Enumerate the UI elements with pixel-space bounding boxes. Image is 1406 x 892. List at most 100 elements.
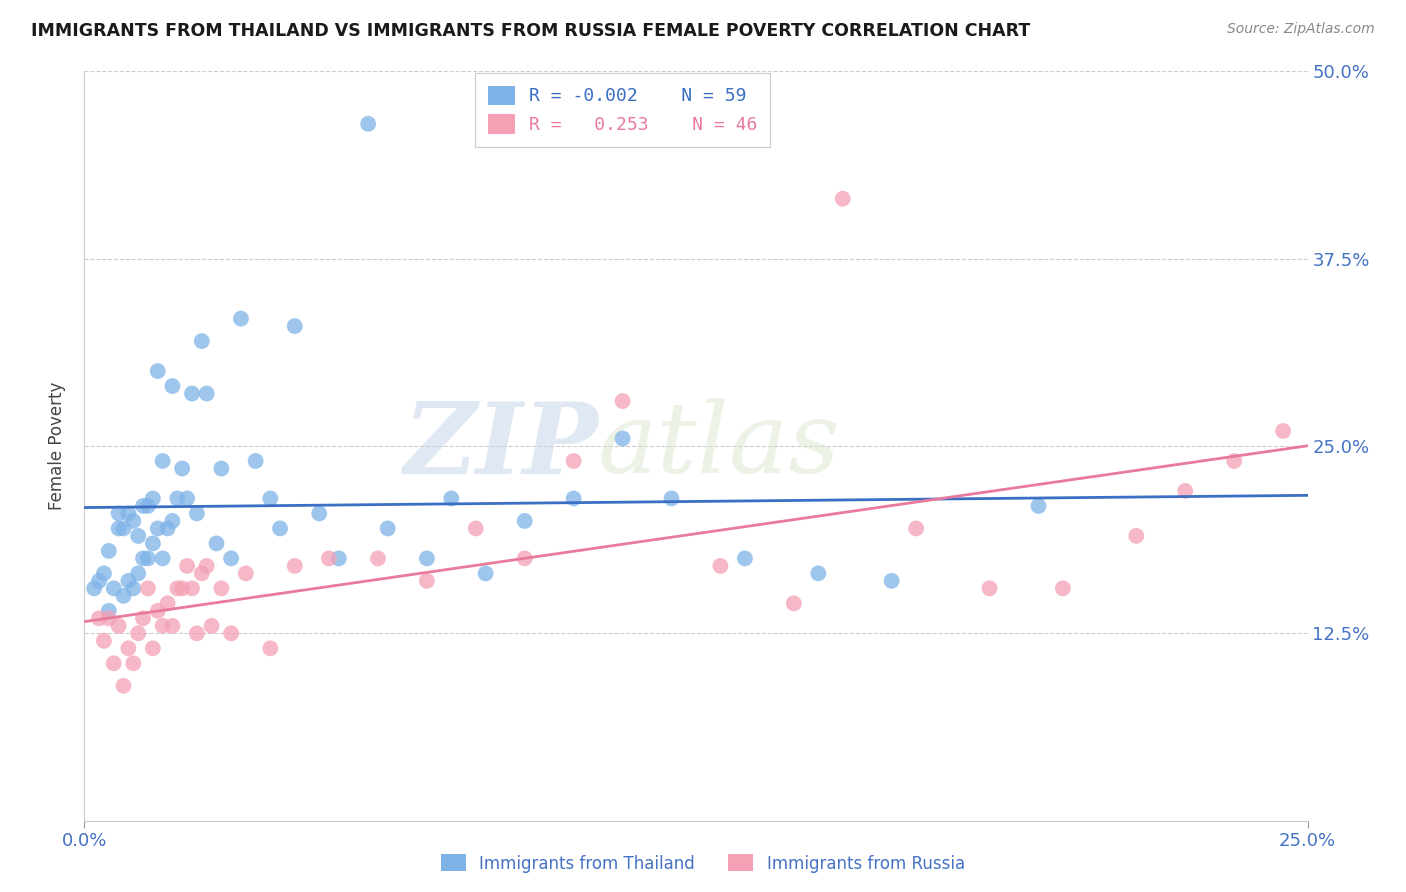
Text: ZIP: ZIP [404, 398, 598, 494]
Point [905, 521, 928, 535]
Point [87, 574, 110, 588]
Point [93, 566, 115, 581]
Point [661, 491, 683, 506]
Point [1125, 529, 1147, 543]
Point [259, 641, 281, 656]
Point [117, 574, 139, 588]
Point [1174, 483, 1197, 498]
Point [132, 499, 155, 513]
Point [979, 582, 1001, 596]
Point [132, 551, 155, 566]
Point [259, 491, 281, 506]
Point [97, 544, 120, 558]
Point [142, 536, 165, 550]
Point [308, 507, 330, 521]
Point [117, 507, 139, 521]
Point [191, 566, 214, 581]
Point [357, 117, 380, 131]
Point [831, 192, 853, 206]
Point [172, 582, 194, 596]
Point [152, 619, 174, 633]
Point [107, 619, 129, 633]
Point [195, 558, 218, 573]
Point [562, 454, 585, 468]
Point [117, 641, 139, 656]
Point [284, 558, 307, 573]
Point [162, 379, 184, 393]
Point [162, 514, 184, 528]
Point [136, 551, 159, 566]
Point [464, 521, 486, 535]
Point [513, 514, 536, 528]
Point [205, 536, 228, 550]
Point [127, 529, 149, 543]
Point [269, 521, 291, 535]
Point [166, 582, 188, 596]
Point [83, 582, 105, 596]
Point [416, 551, 439, 566]
Point [146, 521, 169, 535]
Point [162, 619, 184, 633]
Point [209, 461, 232, 475]
Point [612, 432, 634, 446]
Point [219, 551, 242, 566]
Point [122, 514, 145, 528]
Point [709, 558, 731, 573]
Point [562, 491, 585, 506]
Point [186, 507, 208, 521]
Point [112, 589, 135, 603]
Point [103, 657, 125, 671]
Point [377, 521, 399, 535]
Point [181, 386, 204, 401]
Point [127, 566, 149, 581]
Point [783, 596, 806, 610]
Point [152, 454, 174, 468]
Point [1272, 424, 1295, 438]
Point [195, 386, 218, 401]
Point [156, 521, 179, 535]
Point [122, 582, 145, 596]
Point [513, 551, 536, 566]
Point [474, 566, 496, 581]
Point [132, 611, 155, 625]
Point [1223, 454, 1246, 468]
Point [734, 551, 756, 566]
Point [245, 454, 267, 468]
Point [142, 491, 165, 506]
Point [176, 491, 198, 506]
Text: IMMIGRANTS FROM THAILAND VS IMMIGRANTS FROM RUSSIA FEMALE POVERTY CORRELATION CH: IMMIGRANTS FROM THAILAND VS IMMIGRANTS F… [31, 22, 1031, 40]
Point [328, 551, 350, 566]
Point [87, 611, 110, 625]
Point [181, 582, 204, 596]
Point [172, 461, 194, 475]
Y-axis label: Female Poverty: Female Poverty [48, 382, 66, 510]
Point [880, 574, 903, 588]
Point [235, 566, 257, 581]
Point [176, 558, 198, 573]
Point [97, 611, 120, 625]
Text: Source: ZipAtlas.com: Source: ZipAtlas.com [1227, 22, 1375, 37]
Point [209, 582, 232, 596]
Point [112, 521, 135, 535]
Point [146, 364, 169, 378]
Point [200, 619, 222, 633]
Point [191, 334, 214, 348]
Point [156, 596, 179, 610]
Point [367, 551, 389, 566]
Point [186, 626, 208, 640]
Point [97, 604, 120, 618]
Legend: Immigrants from Thailand, Immigrants from Russia: Immigrants from Thailand, Immigrants fro… [434, 847, 972, 880]
Point [142, 641, 165, 656]
Point [103, 582, 125, 596]
Point [122, 657, 145, 671]
Point [284, 319, 307, 334]
Point [136, 582, 159, 596]
Point [107, 521, 129, 535]
Point [318, 551, 340, 566]
Point [93, 633, 115, 648]
Text: atlas: atlas [598, 399, 841, 493]
Point [440, 491, 463, 506]
Point [229, 311, 252, 326]
Point [107, 507, 129, 521]
Point [152, 551, 174, 566]
